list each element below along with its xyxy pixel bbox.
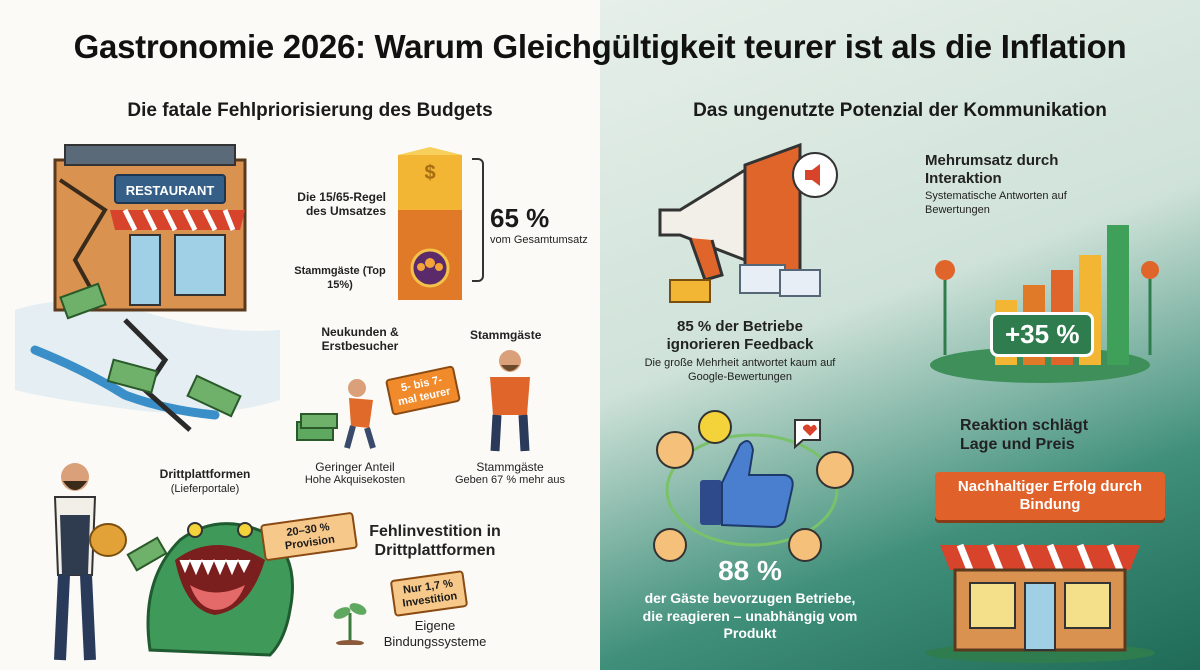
right-heading: Das ungenutzte Potenzial der Kommunikati…	[693, 100, 1107, 121]
restaurant-sign: RESTAURANT	[126, 183, 215, 198]
monster-platform-illustration	[126, 522, 294, 657]
feedback-sub: Die große Mehrheit antwortet kaum auf Go…	[644, 357, 836, 383]
revenue-sub: Systematische Antworten auf Bewertungen	[925, 190, 1067, 216]
page-title: Gastronomie 2026: Warum Gleichgültigkeit…	[73, 28, 1127, 65]
guests-value: 88 %	[718, 555, 782, 586]
growth-bars-illustration	[930, 225, 1159, 383]
bracket	[472, 158, 484, 282]
svg-text:$: $	[424, 162, 435, 184]
reaction-title: Reaktion schlägt Lage und Preis	[960, 417, 1089, 454]
success-banner: Nachhaltiger Erfolg durch Bindung	[935, 472, 1165, 520]
rule-value: 65 %	[490, 203, 550, 233]
misinvest-title: Fehlinvestition in Drittplattformen	[369, 523, 501, 560]
owner-with-money-bag-illustration	[53, 463, 127, 661]
platforms-sub: (Lieferportale)	[170, 483, 240, 495]
platforms-title: Drittplattformen	[159, 467, 251, 481]
social-feedback-illustration	[653, 410, 854, 562]
rule-label: Die 15/65-Regel des Umsatzes	[297, 190, 386, 219]
newcust-title: Neukunden & Erstbesucher	[321, 325, 399, 354]
revenue-column: $	[398, 147, 462, 300]
revenue-title: Mehrumsatz durch Interaktion	[925, 152, 1059, 187]
feedback-title: 85 % der Betriebe ignorieren Feedback	[666, 318, 814, 353]
rule-caption: vom Gesamtumsatz	[490, 234, 588, 246]
left-heading: Die fatale Fehlpriorisierung des Budgets	[127, 100, 493, 121]
newcust-caption-1: Geringer Anteil	[315, 460, 395, 474]
regulars-label: Stammgäste (Top 15%)	[294, 265, 386, 291]
storefront-illustration	[925, 543, 1155, 663]
seedling-illustration	[333, 603, 367, 645]
regulars-title: Stammgäste	[470, 328, 542, 342]
own-systems: Eigene Bindungssysteme	[383, 618, 487, 650]
newcust-caption-2: Hohe Akquisekosten	[304, 474, 406, 486]
megaphone-illustration	[658, 142, 838, 303]
regular-guest-illustration	[490, 350, 530, 452]
regulars-caption-2: Geben 67 % mehr aus	[454, 474, 566, 486]
guests-text: der Gäste bevorzugen Betriebe, die reagi…	[642, 590, 858, 641]
regulars-caption-1: Stammgäste	[476, 460, 544, 474]
person-carrying-money-illustration	[296, 379, 376, 449]
cracked-restaurant-illustration: RESTAURANT	[15, 144, 280, 432]
revenue-value: +35 %	[990, 312, 1095, 357]
